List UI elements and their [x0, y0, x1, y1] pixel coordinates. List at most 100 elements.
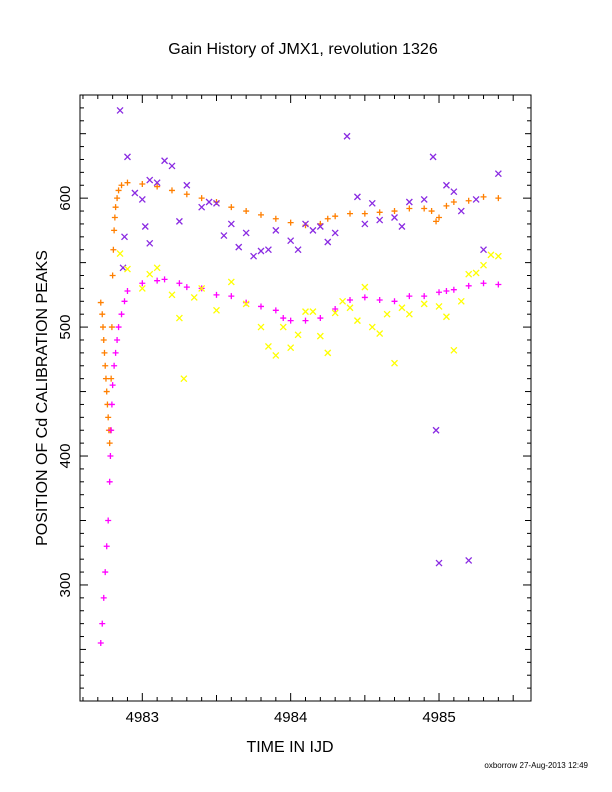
- data-point: [442, 313, 450, 321]
- data-point: [324, 238, 332, 246]
- data-point: [287, 317, 294, 324]
- data-point: [361, 283, 369, 291]
- data-point: [235, 243, 243, 251]
- data-point: [450, 286, 457, 293]
- data-point: [108, 427, 115, 434]
- data-point: [316, 332, 324, 340]
- data-point: [105, 414, 112, 421]
- data-point: [495, 281, 502, 288]
- data-point: [472, 195, 480, 203]
- data-point: [432, 426, 440, 434]
- data-point: [105, 517, 112, 524]
- data-point: [124, 287, 131, 294]
- data-point: [112, 204, 119, 211]
- data-point: [429, 153, 437, 161]
- data-point: [421, 205, 428, 212]
- data-point: [111, 227, 118, 234]
- data-point: [428, 208, 435, 215]
- data-point: [102, 569, 109, 576]
- data-point: [287, 344, 295, 352]
- data-point: [347, 210, 354, 217]
- axis-ticks: [80, 95, 531, 701]
- data-point: [405, 198, 413, 206]
- data-point: [121, 233, 128, 241]
- data-point: [343, 132, 351, 140]
- data-point: [465, 270, 473, 278]
- data-point: [198, 203, 206, 211]
- data-point: [99, 324, 106, 331]
- data-point: [376, 330, 384, 337]
- data-point: [154, 277, 161, 284]
- y-tick-label: 300: [57, 572, 74, 597]
- data-point: [112, 349, 119, 356]
- data-point: [228, 293, 235, 300]
- data-point: [114, 336, 121, 343]
- data-point: [272, 351, 280, 359]
- data-point: [115, 187, 122, 194]
- data-point: [480, 193, 487, 200]
- footer-stamp: oxborrow 27-Aug-2013 12:49: [484, 761, 588, 770]
- data-point: [108, 401, 115, 408]
- data-point: [119, 264, 127, 272]
- data-point: [198, 195, 205, 202]
- data-point: [450, 199, 457, 206]
- data-point: [100, 594, 107, 601]
- data-point: [183, 181, 191, 189]
- data-point: [205, 198, 213, 206]
- data-point: [213, 199, 220, 207]
- data-point: [279, 323, 287, 331]
- plot-frame: [79, 94, 532, 702]
- data-point: [465, 557, 473, 564]
- data-point: [465, 282, 472, 289]
- data-point: [420, 195, 428, 203]
- data-point: [302, 317, 309, 324]
- y-tick-label: 500: [57, 315, 74, 340]
- chart-title: Gain History of JMX1, revolution 1326: [168, 41, 438, 58]
- data-point: [139, 180, 146, 187]
- data-point: [443, 202, 450, 209]
- data-point: [324, 215, 331, 222]
- data-point: [450, 346, 458, 354]
- data-point: [442, 181, 450, 189]
- data-point: [108, 375, 115, 382]
- data-point: [138, 195, 146, 203]
- data-point: [257, 303, 264, 310]
- data-point: [168, 162, 176, 170]
- data-point: [391, 208, 398, 215]
- data-point: [406, 205, 413, 212]
- data-point: [153, 179, 161, 187]
- data-point: [108, 324, 115, 331]
- data-point: [294, 246, 302, 254]
- data-point: [183, 284, 190, 291]
- data-point: [264, 342, 272, 350]
- series-purple: [116, 107, 502, 567]
- data-point: [376, 216, 384, 224]
- data-point: [272, 307, 279, 314]
- data-point: [264, 246, 272, 254]
- data-point: [436, 214, 443, 221]
- data-series-layer: [97, 107, 502, 646]
- data-point: [106, 478, 113, 485]
- data-point: [287, 237, 295, 245]
- data-point: [376, 297, 383, 304]
- data-point: [316, 223, 324, 230]
- data-point: [257, 211, 264, 218]
- data-point: [141, 223, 149, 230]
- data-point: [146, 270, 154, 278]
- data-point: [302, 308, 309, 316]
- data-point: [420, 300, 428, 308]
- data-point: [154, 183, 161, 190]
- data-point: [107, 453, 114, 460]
- data-point: [190, 293, 198, 301]
- axis-tick-labels: 4983 4984 4985 300 400 500 600: [57, 186, 456, 726]
- data-point: [131, 189, 139, 197]
- data-point: [227, 220, 235, 228]
- data-point: [435, 559, 443, 567]
- data-point: [99, 620, 106, 627]
- data-point: [465, 197, 472, 204]
- data-point: [161, 276, 168, 283]
- data-point: [331, 309, 339, 317]
- data-point: [213, 306, 220, 314]
- data-point: [406, 293, 413, 300]
- data-point: [175, 217, 183, 225]
